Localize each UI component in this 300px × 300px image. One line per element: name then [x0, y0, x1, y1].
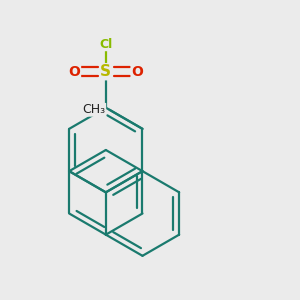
- Text: O: O: [69, 65, 80, 79]
- Text: Cl: Cl: [99, 38, 112, 51]
- Text: S: S: [100, 64, 111, 79]
- Text: O: O: [131, 65, 143, 79]
- Text: CH₃: CH₃: [83, 103, 106, 116]
